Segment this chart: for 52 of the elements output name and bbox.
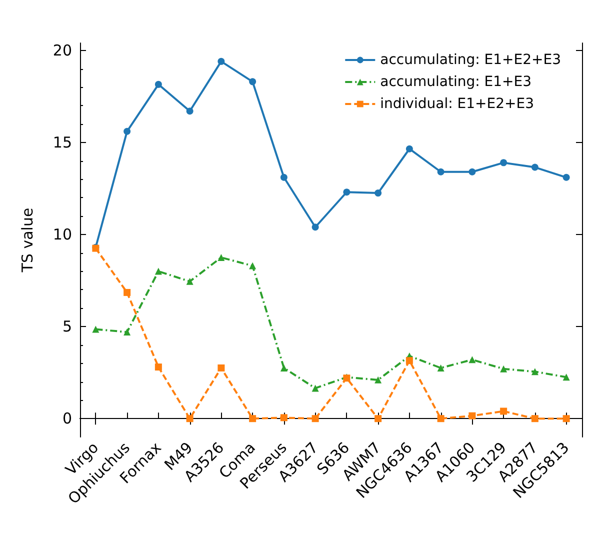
point	[154, 268, 162, 275]
point	[562, 374, 570, 381]
y-tick-label: 0	[62, 410, 72, 428]
y-tick-label: 20	[52, 41, 72, 60]
point	[249, 78, 256, 86]
y-axis-title: TS value	[18, 208, 36, 274]
legend-label: individual: E1+E2+E3	[380, 96, 534, 112]
point	[562, 174, 570, 181]
y-tick-label: 5	[62, 318, 72, 336]
point	[280, 414, 288, 422]
point	[186, 278, 194, 285]
point	[437, 415, 444, 422]
point	[468, 168, 476, 176]
point	[374, 376, 382, 384]
point	[124, 328, 131, 336]
point	[437, 168, 444, 176]
point	[154, 80, 162, 88]
legend-label: accumulating: E1+E2+E3	[380, 52, 562, 68]
point	[124, 288, 131, 296]
point	[218, 254, 225, 261]
y-tick-label: 15	[52, 133, 72, 152]
point	[562, 415, 570, 422]
point	[343, 188, 350, 196]
point	[280, 364, 288, 372]
point	[124, 128, 131, 135]
point	[500, 159, 508, 166]
point	[374, 415, 382, 422]
point	[280, 174, 288, 181]
point	[249, 262, 256, 270]
point	[312, 224, 319, 231]
point	[531, 368, 538, 376]
point	[312, 384, 319, 392]
point	[312, 415, 319, 422]
point	[186, 108, 194, 115]
point	[531, 415, 538, 422]
point	[468, 412, 476, 420]
point	[406, 357, 413, 364]
point	[218, 58, 225, 65]
point	[406, 145, 413, 152]
point	[249, 415, 256, 422]
point	[154, 364, 162, 371]
legend-label: accumulating: E1+E3	[380, 74, 532, 90]
point	[218, 364, 225, 372]
point	[500, 365, 508, 372]
point	[374, 190, 382, 197]
point	[500, 408, 508, 415]
point	[531, 164, 538, 171]
point	[468, 356, 476, 364]
point	[437, 364, 444, 372]
point	[92, 326, 100, 333]
point	[186, 415, 194, 422]
y-tick-label: 10	[52, 225, 72, 244]
